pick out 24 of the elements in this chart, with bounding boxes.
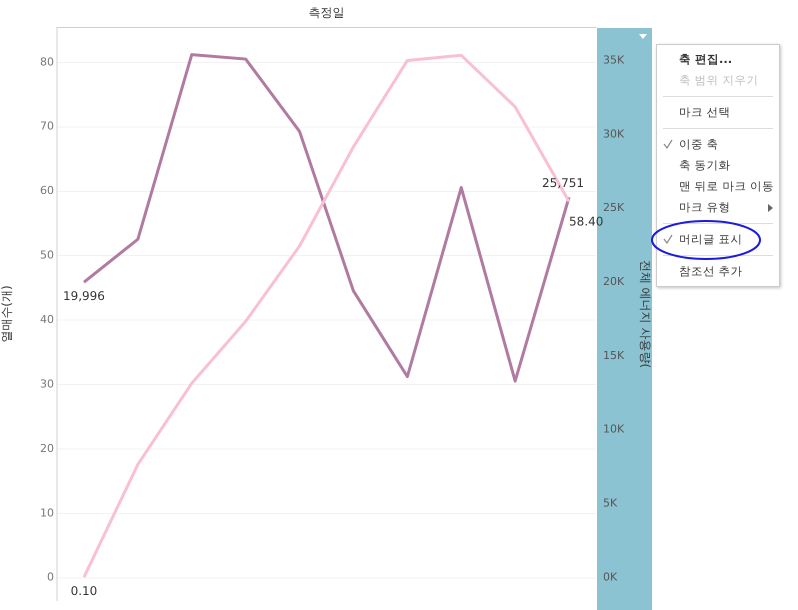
y-tick-label: 70	[40, 120, 54, 133]
y2-tick-label: 10K	[603, 422, 625, 436]
data-label: 25,751	[542, 176, 584, 190]
y2-tick-label: 0K	[603, 570, 618, 584]
y2-tick-label: 35K	[603, 53, 625, 66]
y2-tick-label: 30K	[603, 127, 625, 140]
y-tick-label: 10	[40, 506, 54, 520]
x-axis-title: 측정일	[308, 5, 344, 20]
y2-tick-label: 20K	[603, 274, 625, 288]
y-tick-label: 60	[40, 184, 54, 198]
data-label: 19,996	[62, 289, 105, 304]
y2-tick-label: 25K	[603, 201, 625, 214]
y-axis-title: 열매수(개)	[0, 285, 14, 343]
y-tick-label: 40	[40, 312, 54, 326]
context-menu: 축 편집... 축 범위 지우기 마크 선택 이중 축 축 동기화 맨 뒤로 마크 이동 마크 유형 머리글 표시 참조선 추가	[656, 44, 780, 287]
data-label: 0.10	[70, 584, 98, 598]
y-tick-label: 80	[40, 55, 54, 68]
y-tick-label: 20	[40, 442, 54, 455]
y2-tick-label: 5K	[603, 496, 618, 510]
y-tick-label: 30	[40, 377, 54, 390]
y-tick-label: 0	[47, 570, 54, 584]
y2-tick-label: 15K	[603, 348, 625, 362]
y2-axis-title: 전체 에너지 사용량(	[638, 260, 653, 368]
y-tick-label: 50	[40, 248, 54, 262]
